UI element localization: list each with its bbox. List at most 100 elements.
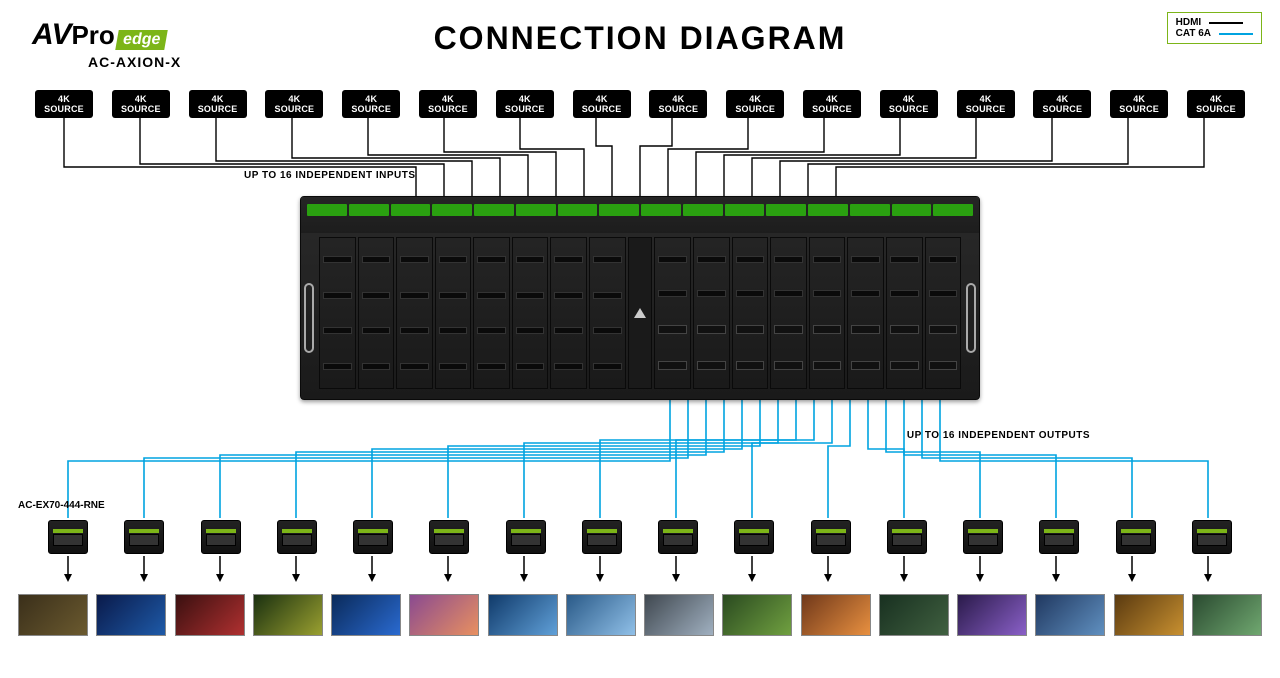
audio-connector xyxy=(599,204,639,216)
down-arrow-icon xyxy=(292,574,300,582)
hdmi-port xyxy=(362,327,391,334)
hdmi-port xyxy=(813,256,842,263)
display-thumbnail xyxy=(96,594,166,636)
display-thumbnail xyxy=(722,594,792,636)
source-box: 4K SOURCE xyxy=(496,90,554,118)
hdmi-port xyxy=(736,256,765,263)
rj45-port xyxy=(813,325,842,334)
display-thumbnail xyxy=(1035,594,1105,636)
audio-connector xyxy=(808,204,848,216)
display-thumbnail xyxy=(801,594,871,636)
rj45-port xyxy=(813,361,842,370)
receiver-box xyxy=(734,520,774,554)
rj45-port xyxy=(736,325,765,334)
down-arrow-icon xyxy=(1128,574,1136,582)
hdmi-port xyxy=(477,292,506,299)
source-box: 4K SOURCE xyxy=(342,90,400,118)
hdmi-port xyxy=(929,256,958,263)
output-slot xyxy=(847,237,884,389)
hdmi-port xyxy=(697,256,726,263)
source-box: 4K SOURCE xyxy=(1110,90,1168,118)
down-arrow-icon xyxy=(1204,574,1212,582)
page-title: CONNECTION DIAGRAM xyxy=(434,20,847,57)
chassis-top-row xyxy=(301,197,979,233)
hdmi-port xyxy=(929,290,958,297)
display-thumbnail xyxy=(488,594,558,636)
rack-handle-left xyxy=(304,283,314,353)
hdmi-port xyxy=(400,292,429,299)
hdmi-port xyxy=(477,327,506,334)
hdmi-port xyxy=(477,256,506,263)
input-slot xyxy=(435,237,472,389)
logo-av: AV xyxy=(32,18,71,52)
receiver-box xyxy=(277,520,317,554)
hdmi-port xyxy=(593,256,622,263)
receiver-box xyxy=(1116,520,1156,554)
rj45-port xyxy=(736,361,765,370)
hdmi-port xyxy=(851,256,880,263)
hdmi-port xyxy=(439,327,468,334)
hdmi-port xyxy=(697,290,726,297)
down-arrow-icon xyxy=(976,574,984,582)
down-arrow-icon xyxy=(748,574,756,582)
audio-connector xyxy=(850,204,890,216)
source-box: 4K SOURCE xyxy=(112,90,170,118)
input-slot xyxy=(319,237,356,389)
hdmi-port xyxy=(516,327,545,334)
display-thumbnail xyxy=(1192,594,1262,636)
display-thumbnail xyxy=(644,594,714,636)
control-slot xyxy=(628,237,653,389)
rj45-port xyxy=(774,325,803,334)
rj45-port xyxy=(697,325,726,334)
hdmi-port xyxy=(516,363,545,370)
hdmi-port xyxy=(890,256,919,263)
display-thumbnail xyxy=(409,594,479,636)
receiver-box xyxy=(811,520,851,554)
input-slot xyxy=(550,237,587,389)
hdmi-port xyxy=(516,292,545,299)
audio-connector xyxy=(933,204,973,216)
rj45-port xyxy=(851,325,880,334)
down-arrow-icon xyxy=(824,574,832,582)
source-box: 4K SOURCE xyxy=(880,90,938,118)
rj45-port xyxy=(890,325,919,334)
audio-connector xyxy=(432,204,472,216)
down-arrow-icon xyxy=(368,574,376,582)
audio-connector xyxy=(307,204,347,216)
logo-pro: Pro xyxy=(71,20,114,51)
down-arrow-icon xyxy=(900,574,908,582)
inputs-label: UP TO 16 INDEPENDENT INPUTS xyxy=(244,170,416,181)
hdmi-port xyxy=(323,363,352,370)
hdmi-port xyxy=(736,290,765,297)
hdmi-port xyxy=(439,292,468,299)
hdmi-port xyxy=(554,327,583,334)
rj45-port xyxy=(697,361,726,370)
hdmi-port xyxy=(554,363,583,370)
legend-label-cat: CAT 6A xyxy=(1176,28,1211,39)
output-slot xyxy=(770,237,807,389)
receiver-box xyxy=(887,520,927,554)
receiver-box xyxy=(429,520,469,554)
hdmi-port xyxy=(477,363,506,370)
legend-label-hdmi: HDMI xyxy=(1176,17,1202,28)
display-thumbnail xyxy=(566,594,636,636)
rj45-port xyxy=(774,361,803,370)
source-box: 4K SOURCE xyxy=(35,90,93,118)
audio-connector xyxy=(892,204,932,216)
rj45-port xyxy=(658,361,687,370)
hdmi-port xyxy=(362,363,391,370)
audio-connector xyxy=(766,204,806,216)
hdmi-port xyxy=(362,256,391,263)
rj45-port xyxy=(929,361,958,370)
chassis xyxy=(300,196,980,400)
hdmi-port xyxy=(593,363,622,370)
audio-connector xyxy=(474,204,514,216)
source-box: 4K SOURCE xyxy=(957,90,1015,118)
brand-logo: AVProedge AC-AXION-X xyxy=(32,18,181,70)
display-thumbnail xyxy=(879,594,949,636)
hdmi-port xyxy=(890,290,919,297)
down-arrow-icon xyxy=(140,574,148,582)
output-slot xyxy=(693,237,730,389)
hdmi-port xyxy=(658,290,687,297)
hdmi-port xyxy=(774,290,803,297)
